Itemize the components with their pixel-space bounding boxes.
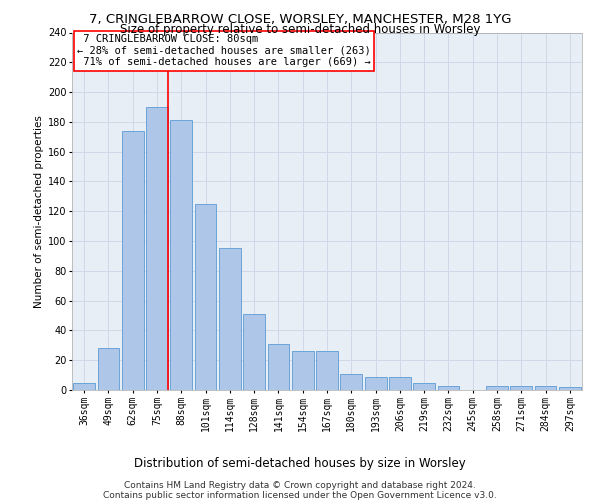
Bar <box>194 204 217 390</box>
Text: 7 CRINGLEBARROW CLOSE: 80sqm
← 28% of semi-detached houses are smaller (263)
 71: 7 CRINGLEBARROW CLOSE: 80sqm ← 28% of se… <box>77 34 371 68</box>
Y-axis label: Number of semi-detached properties: Number of semi-detached properties <box>34 115 44 308</box>
Text: Distribution of semi-detached houses by size in Worsley: Distribution of semi-detached houses by … <box>134 458 466 470</box>
Bar <box>559 387 581 390</box>
Bar <box>511 386 532 390</box>
Bar <box>73 382 95 390</box>
Bar <box>389 376 411 390</box>
Text: Contains public sector information licensed under the Open Government Licence v3: Contains public sector information licen… <box>103 491 497 500</box>
Bar <box>268 344 289 390</box>
Bar <box>365 376 386 390</box>
Bar <box>292 352 314 390</box>
Bar <box>413 382 435 390</box>
Text: Contains HM Land Registry data © Crown copyright and database right 2024.: Contains HM Land Registry data © Crown c… <box>124 481 476 490</box>
Bar <box>219 248 241 390</box>
Bar <box>340 374 362 390</box>
Bar <box>97 348 119 390</box>
Text: Size of property relative to semi-detached houses in Worsley: Size of property relative to semi-detach… <box>120 22 480 36</box>
Bar <box>316 352 338 390</box>
Bar <box>437 386 460 390</box>
Bar <box>486 386 508 390</box>
Text: 7, CRINGLEBARROW CLOSE, WORSLEY, MANCHESTER, M28 1YG: 7, CRINGLEBARROW CLOSE, WORSLEY, MANCHES… <box>89 12 511 26</box>
Bar <box>243 314 265 390</box>
Bar <box>535 386 556 390</box>
Bar <box>122 131 143 390</box>
Bar <box>146 107 168 390</box>
Bar <box>170 120 192 390</box>
